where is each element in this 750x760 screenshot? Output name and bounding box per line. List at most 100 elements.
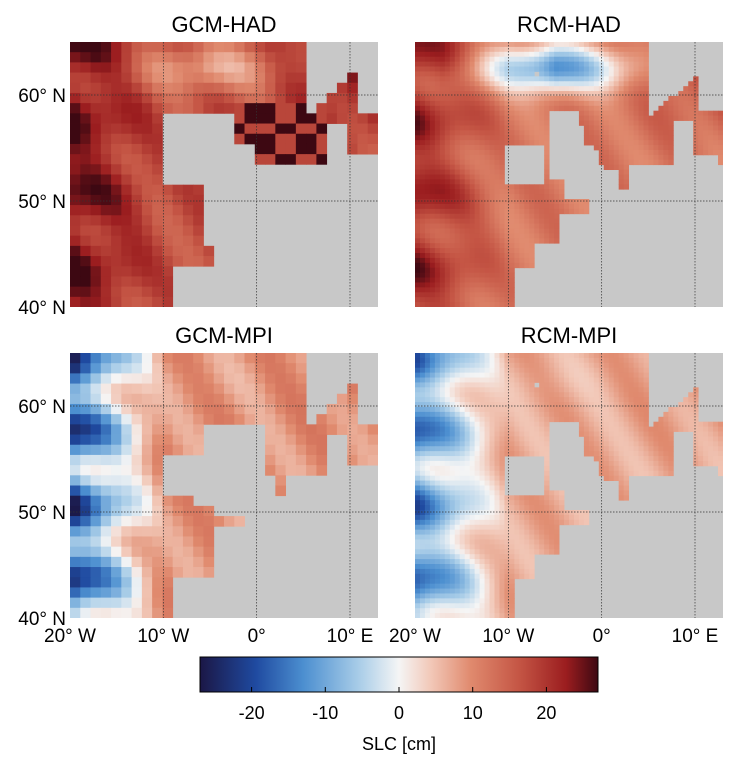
slc-cell [424, 406, 431, 413]
slc-cell [519, 66, 525, 72]
slc-cell [608, 372, 615, 378]
slc-cell [121, 52, 132, 63]
slc-cell [524, 140, 530, 146]
slc-cell [469, 505, 476, 511]
slc-cell [549, 519, 555, 526]
slc-cell [519, 397, 525, 403]
slc-cell [121, 526, 132, 537]
slc-cell [693, 91, 699, 97]
slc-cell [618, 367, 625, 374]
slc-cell [554, 238, 560, 244]
slc-cell [554, 357, 560, 364]
slc-cell [234, 353, 245, 364]
slc-cell [559, 377, 565, 383]
slc-cell [444, 135, 451, 141]
slc-cell [708, 120, 714, 126]
slc-cell [519, 544, 525, 550]
slc-cell [494, 91, 500, 97]
slc-cell [618, 105, 625, 112]
slc-cell [70, 383, 81, 395]
slc-cell [509, 505, 515, 511]
slc-cell [459, 411, 466, 418]
slc-cell [524, 262, 530, 269]
slc-cell [429, 194, 436, 200]
slc-cell [698, 436, 704, 442]
slc-cell [474, 194, 480, 200]
slc-cell [708, 145, 714, 151]
slc-cell [588, 95, 595, 102]
slc-cell [459, 91, 466, 97]
slc-cell [588, 140, 595, 146]
slc-cell [429, 51, 436, 58]
slc-cell [285, 454, 297, 466]
slc-cell [534, 426, 540, 432]
slc-cell [484, 519, 490, 526]
slc-cell [479, 583, 485, 589]
slc-cell [554, 495, 560, 501]
slc-cell [648, 431, 654, 437]
slc-cell [539, 411, 545, 418]
slc-cell [549, 534, 555, 540]
slc-cell [494, 426, 500, 432]
slc-cell [539, 357, 545, 364]
slc-cell [434, 184, 441, 190]
slc-cell [434, 81, 441, 87]
slc-cell [703, 436, 709, 442]
slc-cell [623, 362, 630, 369]
slc-cell [444, 302, 451, 307]
slc-cell [415, 588, 421, 594]
slc-cell [499, 189, 505, 195]
slc-cell [504, 253, 510, 259]
slc-cell [598, 71, 605, 77]
slc-cell [494, 140, 500, 146]
slc-cell [415, 568, 421, 575]
slc-cell [419, 357, 426, 364]
slc-cell [459, 519, 466, 526]
slc-cell [439, 277, 446, 283]
slc-cell [464, 456, 471, 462]
slc-cell [613, 100, 620, 107]
slc-cell [434, 549, 441, 555]
slc-cell [100, 225, 112, 237]
slc-cell [489, 189, 495, 195]
slc-cell [439, 475, 446, 481]
slc-cell [564, 397, 570, 403]
slc-cell [90, 103, 102, 114]
slc-cell [698, 140, 704, 146]
slc-cell [623, 475, 630, 481]
slc-cell [593, 140, 600, 146]
slc-cell [534, 100, 540, 107]
slc-cell [469, 470, 476, 477]
slc-cell [424, 446, 431, 452]
slc-cell [449, 95, 456, 102]
slc-cell [429, 159, 436, 166]
slc-cell [469, 475, 476, 481]
slc-cell [499, 282, 505, 288]
slc-cell [172, 194, 184, 206]
slc-cell [70, 154, 81, 165]
slc-cell [658, 426, 664, 432]
slc-cell [419, 549, 426, 555]
slc-cell [254, 373, 266, 384]
slc-cell [439, 135, 446, 141]
slc-cell [419, 431, 426, 437]
slc-cell [90, 286, 102, 298]
slc-cell [509, 564, 515, 570]
slc-cell [449, 495, 456, 501]
slc-cell [424, 593, 431, 599]
slc-cell [469, 95, 476, 102]
slc-cell [479, 490, 485, 496]
slc-cell [544, 115, 550, 121]
slc-cell [434, 367, 441, 374]
slc-cell [499, 164, 505, 170]
slc-cell [578, 421, 585, 428]
slc-cell [454, 549, 461, 555]
slc-cell [474, 382, 480, 388]
slc-cell [633, 125, 639, 131]
slc-cell [295, 123, 307, 135]
slc-cell [454, 367, 461, 374]
slc-cell [703, 110, 709, 117]
slc-cell [162, 434, 174, 446]
slc-cell [519, 372, 525, 378]
slc-cell [439, 549, 446, 555]
